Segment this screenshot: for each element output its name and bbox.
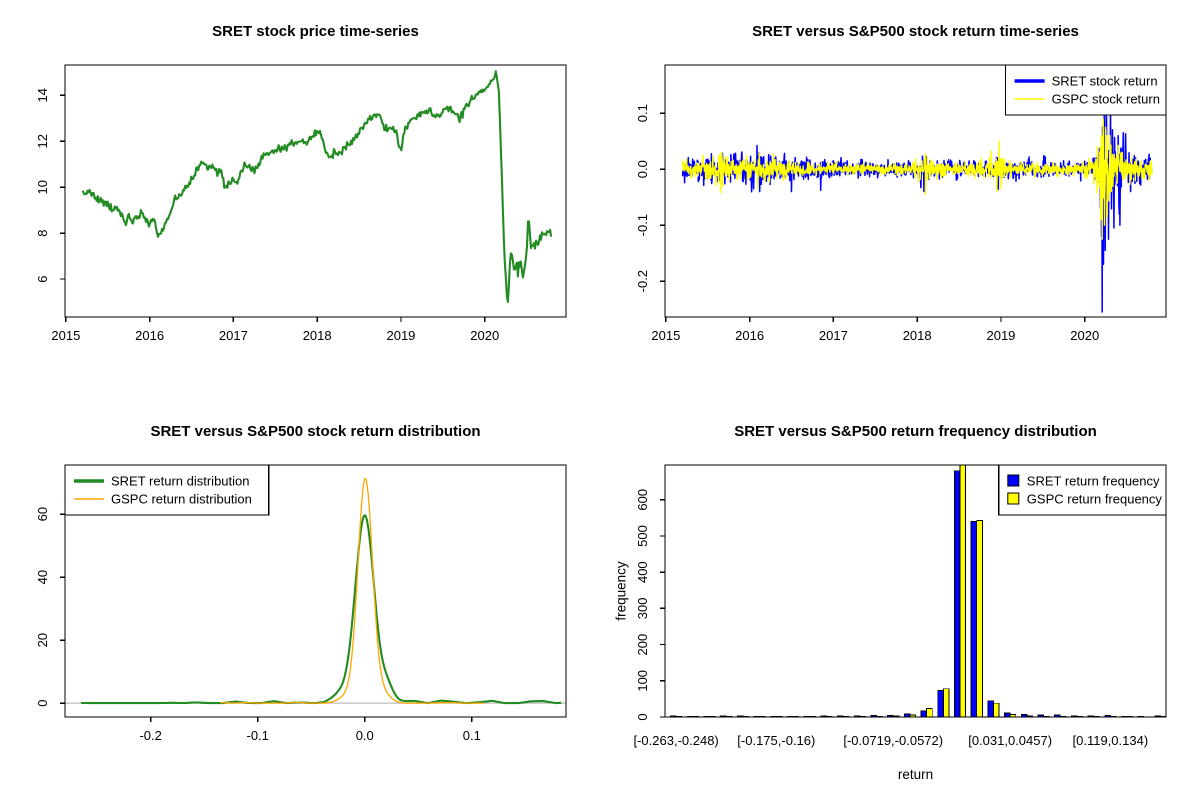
svg-text:14: 14 <box>35 88 50 102</box>
svg-text:[0.031,0.0457): [0.031,0.0457) <box>968 733 1052 748</box>
svg-text:[-0.175,-0.16): [-0.175,-0.16) <box>737 733 815 748</box>
svg-text:0.0: 0.0 <box>356 728 374 743</box>
svg-text:SRET stock return: SRET stock return <box>1052 74 1158 89</box>
svg-text:0.1: 0.1 <box>463 728 481 743</box>
svg-text:-0.1: -0.1 <box>635 214 650 236</box>
svg-text:200: 200 <box>635 634 650 656</box>
return-timeseries-panel: 2015 2016 2017 2018 2019 2020 0.1 0.0 -0.1 -0.2 SR… <box>600 0 1200 400</box>
panel-title-return-distribution: SRET versus S&P500 stock return distribu… <box>150 423 481 440</box>
svg-text:10: 10 <box>35 180 50 194</box>
panel-title-price-timeseries: SRET stock price time-series <box>212 23 419 40</box>
svg-text:6: 6 <box>35 275 50 282</box>
return-distribution-panel: -0.2 -0.1 0.0 0.1 0 20 40 60 SRET return distrib… <box>0 400 600 800</box>
return-timeseries-plot: 2015 2016 2017 2018 2019 2020 0.1 0.0 -0.1 -0.2 SR… <box>635 64 1167 343</box>
svg-text:100: 100 <box>635 670 650 692</box>
svg-text:0.0: 0.0 <box>635 160 650 178</box>
frequency-distribution-plot: [-0.263,-0.248) [-0.175,-0.16) [-0.0719,-0… <box>633 464 1167 748</box>
svg-text:-0.1: -0.1 <box>246 728 268 743</box>
svg-text:-0.2: -0.2 <box>139 728 161 743</box>
svg-text:2016: 2016 <box>135 328 164 343</box>
svg-text:2015: 2015 <box>651 328 680 343</box>
panel-title-frequency-distribution: SRET versus S&P500 return frequency dist… <box>734 423 1097 440</box>
svg-text:8: 8 <box>35 230 50 237</box>
svg-text:12: 12 <box>35 134 50 148</box>
svg-text:SRET return distribution: SRET return distribution <box>111 474 250 489</box>
frequency-distribution-panel: [-0.263,-0.248) [-0.175,-0.16) [-0.0719,-0… <box>600 400 1200 800</box>
svg-text:500: 500 <box>635 525 650 547</box>
svg-text:2020: 2020 <box>1070 328 1099 343</box>
x-axis-label-return: return <box>897 767 934 782</box>
price-timeseries-panel: 2015 2016 2017 2018 2019 2020 6 8 10 12 14 <box>0 0 600 400</box>
svg-text:2018: 2018 <box>303 328 332 343</box>
y-axis-label-frequency: frequency <box>613 561 629 621</box>
svg-text:2016: 2016 <box>735 328 764 343</box>
svg-text:2017: 2017 <box>219 328 248 343</box>
svg-text:[0.119,0.134): [0.119,0.134) <box>1073 733 1149 748</box>
svg-text:2018: 2018 <box>903 328 932 343</box>
price-timeseries-plot: 2015 2016 2017 2018 2019 2020 6 8 10 12 14 <box>35 64 567 343</box>
svg-text:GSPC return frequency: GSPC return frequency <box>1027 492 1163 507</box>
svg-text:60: 60 <box>35 507 50 521</box>
svg-text:[-0.263,-0.248): [-0.263,-0.248) <box>633 733 718 748</box>
panel-title-return-timeseries: SRET versus S&P500 stock return time-ser… <box>752 23 1079 40</box>
svg-text:20: 20 <box>35 633 50 647</box>
svg-text:[-0.0719,-0.0572): [-0.0719,-0.0572) <box>843 733 943 748</box>
svg-text:2020: 2020 <box>470 328 499 343</box>
svg-text:SRET return frequency: SRET return frequency <box>1027 474 1160 489</box>
svg-text:0: 0 <box>35 700 50 707</box>
svg-text:2015: 2015 <box>51 328 80 343</box>
return-distribution-plot: -0.2 -0.1 0.0 0.1 0 20 40 60 SRET return distrib… <box>35 464 567 743</box>
svg-text:GSPC stock return: GSPC stock return <box>1052 92 1160 107</box>
svg-text:GSPC return distribution: GSPC return distribution <box>111 492 252 507</box>
svg-text:0: 0 <box>635 713 650 720</box>
svg-text:40: 40 <box>35 570 50 584</box>
svg-text:2019: 2019 <box>386 328 415 343</box>
svg-text:300: 300 <box>635 598 650 620</box>
svg-text:-0.2: -0.2 <box>635 270 650 292</box>
svg-text:600: 600 <box>635 489 650 511</box>
svg-text:2017: 2017 <box>819 328 848 343</box>
svg-text:400: 400 <box>635 561 650 583</box>
svg-text:0.1: 0.1 <box>635 104 650 122</box>
svg-text:2019: 2019 <box>986 328 1015 343</box>
